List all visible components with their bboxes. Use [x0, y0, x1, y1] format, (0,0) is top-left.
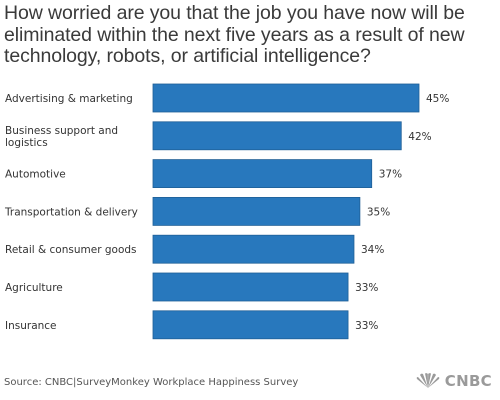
value-label: 33% — [355, 320, 378, 332]
value-label: 35% — [367, 206, 390, 218]
nbc-peacock-icon — [416, 373, 440, 388]
value-label: 33% — [355, 282, 378, 294]
category-label: Retail & consumer goods — [5, 244, 137, 256]
bar — [152, 310, 349, 340]
value-label: 34% — [361, 244, 384, 256]
bar — [152, 121, 402, 151]
category-label: Agriculture — [5, 282, 63, 294]
category-label: Advertising & marketing — [5, 93, 133, 105]
value-label: 42% — [408, 131, 431, 143]
value-label: 45% — [426, 93, 449, 105]
category-label: Business support and logistics — [5, 125, 118, 149]
logo-text: CNBC — [444, 372, 492, 390]
bar — [152, 83, 420, 113]
value-label: 37% — [379, 169, 402, 181]
bar — [152, 234, 355, 264]
source-note: Source: CNBC|SurveyMonkey Workplace Happ… — [4, 377, 299, 388]
bar — [152, 196, 361, 226]
category-label: Insurance — [5, 320, 57, 332]
bar — [152, 159, 373, 189]
chart-title: How worried are you that the job you hav… — [4, 2, 465, 67]
cnbc-logo: CNBC — [415, 372, 492, 390]
category-label: Transportation & delivery — [4, 206, 138, 218]
category-label: Automotive — [5, 169, 66, 181]
bar — [152, 272, 349, 302]
